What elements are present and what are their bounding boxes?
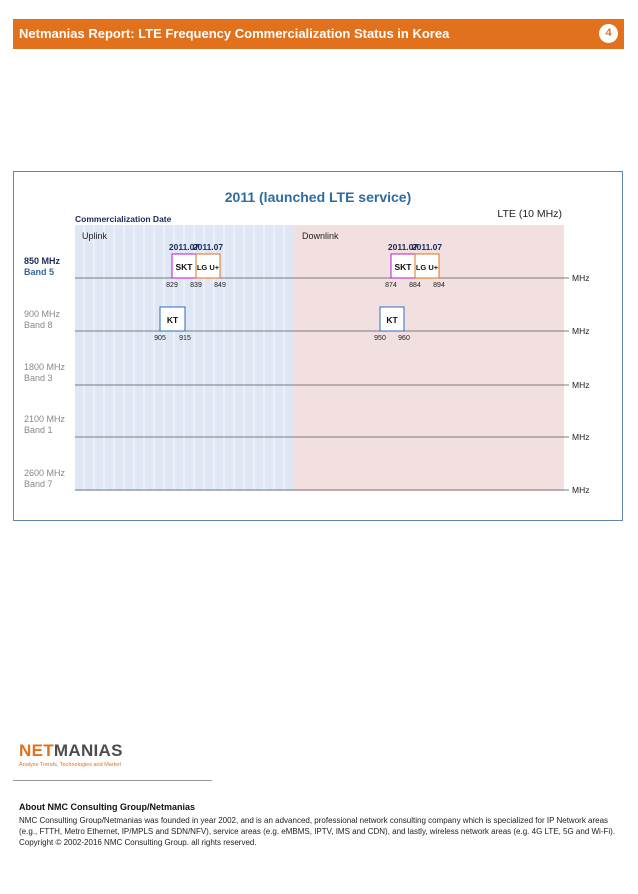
frequency-diagram: 2011 (launched LTE service) Commercializ… — [13, 171, 623, 521]
band-freq: 2100 MHz — [24, 414, 66, 424]
band-number: Band 8 — [24, 320, 53, 330]
band-label-1800: 1800 MHz Band 3 — [24, 362, 65, 384]
band-label-900: 900 MHz Band 8 — [24, 309, 60, 331]
frequency-tick: 874 — [385, 282, 397, 289]
frequency-tick: 915 — [179, 335, 191, 342]
unit-label: MHz — [572, 326, 589, 336]
carrier-block-kt — [379, 306, 405, 332]
commercialization-date: 2011.07 — [388, 242, 419, 252]
carrier-blocks: SKT 2011.07 829 839 LG U+ 2011.07 849 KT 905 915 S… — [154, 242, 445, 342]
band-number: Band 3 — [24, 373, 53, 383]
band-number: Band 7 — [24, 479, 53, 489]
uplink-label: Uplink — [82, 231, 108, 241]
band-freq: 2600 MHz — [24, 468, 66, 478]
band-number: Band 1 — [24, 425, 53, 435]
frequency-tick: 829 — [166, 282, 178, 289]
carrier-block-skt — [390, 253, 416, 279]
band-number: Band 5 — [24, 267, 55, 277]
band-label-2600: 2600 MHz Band 7 — [24, 468, 65, 490]
about-text: NMC Consulting Group/Netmanias was found… — [19, 816, 616, 836]
copyright: Copyright © 2002-2016 NMC Consulting Gro… — [19, 838, 257, 847]
commercialization-date-label: Commercialization Date — [75, 214, 172, 224]
netmanias-logo: NETMANIAS Analyze Trends, Technologies a… — [19, 741, 123, 768]
band-freq: 850 MHz — [24, 256, 61, 266]
about-heading: About NMC Consulting Group/Netmanias — [19, 802, 195, 812]
unit-label: MHz — [572, 273, 589, 283]
unit-label: MHz — [572, 380, 589, 390]
carrier-label: SKT — [176, 262, 194, 272]
downlink-label: Downlink — [302, 231, 339, 241]
frequency-tick: 960 — [398, 335, 410, 342]
carrier-label: SKT — [395, 262, 413, 272]
unit-label: MHz — [572, 485, 589, 495]
carrier-label: LG U+ — [416, 263, 439, 272]
logo-net: NET — [19, 741, 54, 760]
carrier-label: KT — [386, 315, 398, 325]
footer-divider — [13, 780, 212, 781]
frequency-tick: 849 — [214, 282, 226, 289]
logo-manias: MANIAS — [53, 741, 123, 760]
logo-tagline: Analyze Trends, Technologies and Market — [19, 762, 122, 768]
carrier-label: LG U+ — [197, 263, 220, 272]
page-number-badge: 4 — [599, 24, 618, 43]
band-freq: 900 MHz — [24, 309, 61, 319]
carrier-label: KT — [167, 315, 179, 325]
frequency-tick: 839 — [190, 282, 202, 289]
report-header: Netmanias Report: LTE Frequency Commerci… — [13, 19, 624, 49]
commercialization-date: 2011.07 — [412, 242, 443, 252]
carrier-block-kt — [159, 306, 186, 332]
report-title: Netmanias Report: LTE Frequency Commerci… — [19, 26, 450, 41]
frequency-plot: MHz MHz MHz MHz MHz SKT 2011.07 829 839 LG U+ 201… — [75, 225, 589, 495]
band-freq: 1800 MHz — [24, 362, 66, 372]
frequency-tick: 905 — [154, 335, 166, 342]
carrier-block-lgu — [195, 253, 221, 279]
commercialization-date: 2011.07 — [169, 242, 200, 252]
band-axes: MHz MHz MHz MHz MHz — [75, 273, 589, 495]
band-label-850: 850 MHz Band 5 — [24, 256, 60, 278]
band-label-2100: 2100 MHz Band 1 — [24, 414, 65, 436]
diagram-title: 2011 (launched LTE service) — [224, 189, 412, 205]
frequency-tick: 950 — [374, 335, 386, 342]
commercialization-date: 2011.07 — [193, 242, 224, 252]
about-body: NMC Consulting Group/Netmanias was found… — [19, 815, 619, 848]
carrier-block-lgu — [414, 253, 440, 279]
lte-bandwidth-label: LTE (10 MHz) — [497, 208, 562, 220]
frequency-tick: 894 — [433, 282, 445, 289]
unit-label: MHz — [572, 432, 589, 442]
frequency-tick: 884 — [409, 282, 421, 289]
